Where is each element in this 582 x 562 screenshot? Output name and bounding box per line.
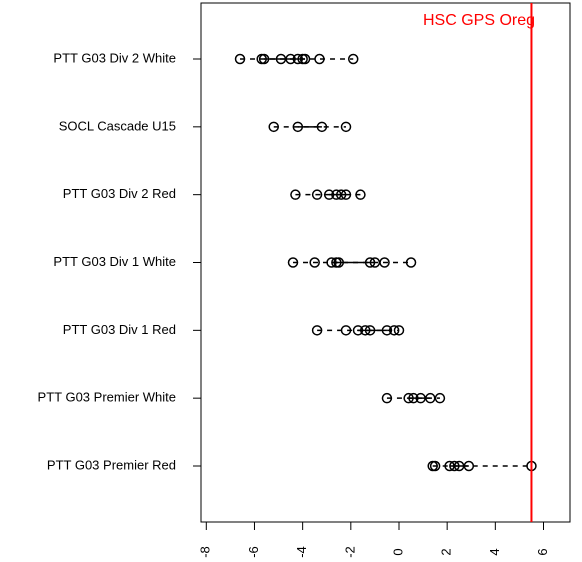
point [360, 325, 371, 336]
y-tick-label: PTT G03 Div 2 Red [63, 186, 176, 201]
x-tick-label: 2 [439, 548, 454, 555]
point [292, 121, 304, 133]
x-tick-label: -6 [246, 546, 261, 558]
y-tick-label: PTT G03 Div 2 White [53, 50, 176, 65]
point [340, 189, 352, 200]
y-tick-label: PTT G03 Premier Red [47, 457, 176, 472]
point [299, 53, 311, 65]
y-tick-label: SOCL Cascade U15 [59, 118, 176, 133]
y-tick-label: PTT G03 Div 1 Red [63, 322, 176, 337]
point [258, 53, 270, 65]
point [290, 189, 301, 200]
point [355, 189, 366, 200]
point [335, 189, 347, 200]
point [381, 325, 393, 336]
point [463, 460, 475, 472]
point [381, 392, 393, 404]
y-tick-label: PTT G03 Premier White [38, 390, 176, 405]
point [434, 392, 446, 404]
x-tick-label: 6 [535, 548, 550, 555]
point [393, 325, 405, 336]
x-tick-label: 4 [487, 548, 502, 555]
point [333, 257, 345, 268]
point [449, 460, 460, 472]
point [347, 53, 359, 65]
y-tick-label: PTT G03 Div 1 White [53, 254, 176, 269]
point [285, 53, 296, 65]
x-tick-label: 0 [390, 548, 405, 555]
x-tick-label: -4 [294, 546, 309, 558]
point [287, 257, 299, 268]
point [364, 257, 376, 268]
reference-label: HSC GPS Oreg [423, 12, 535, 29]
point [340, 325, 352, 336]
point [323, 189, 335, 200]
point [340, 121, 352, 133]
point [326, 257, 337, 268]
point [429, 460, 441, 472]
point [316, 121, 328, 133]
point [314, 53, 325, 65]
point [292, 53, 304, 65]
x-tick-label: -8 [198, 546, 213, 558]
point [403, 392, 414, 404]
point [268, 121, 279, 133]
point [311, 189, 323, 200]
point [311, 325, 323, 336]
point [379, 257, 390, 268]
point [309, 257, 320, 268]
point [405, 257, 417, 268]
point [364, 325, 376, 336]
point [408, 392, 419, 404]
point [234, 53, 246, 65]
point [388, 325, 400, 336]
point [352, 325, 364, 336]
x-tick-label: -2 [342, 546, 357, 558]
